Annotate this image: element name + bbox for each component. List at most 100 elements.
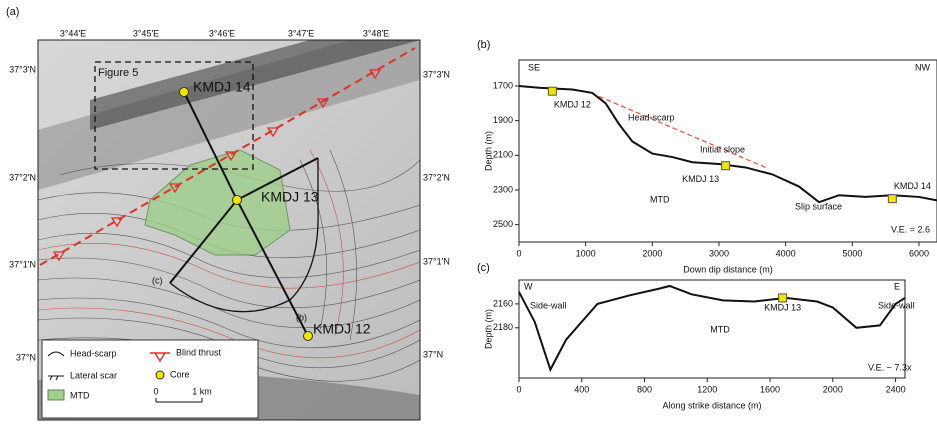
legend-mtd-sym bbox=[47, 389, 65, 401]
figure-box-label: Figure 5 bbox=[98, 67, 138, 79]
y-axis-label: Depth (m) bbox=[483, 309, 493, 349]
x-tick-label: 0 bbox=[516, 384, 521, 394]
x-tick-label: 2000 bbox=[642, 248, 662, 258]
core-marker bbox=[887, 194, 897, 204]
x-tick-label: 1600 bbox=[760, 384, 780, 394]
lat-label: 37°N bbox=[423, 349, 443, 359]
x-tick-label: 4000 bbox=[776, 248, 796, 258]
contours bbox=[38, 149, 420, 382]
head-scarp bbox=[169, 158, 319, 313]
legend-head-scarp-sym bbox=[47, 351, 65, 357]
lat-label: 37°3'N bbox=[9, 64, 36, 74]
lat-label: 37°2'N bbox=[423, 172, 450, 182]
y-tick-label: 2100 bbox=[493, 150, 513, 160]
legend-lateral-sym bbox=[48, 375, 64, 381]
core-label: KMDJ 13 bbox=[764, 302, 801, 312]
ridge bbox=[38, 40, 420, 190]
profile-label: (c) bbox=[152, 275, 163, 285]
core-label: KMDJ 12 bbox=[313, 321, 371, 337]
ridge-dark bbox=[90, 40, 420, 130]
seafloor-profile bbox=[518, 284, 906, 373]
annotation: NW bbox=[915, 62, 930, 72]
annotation: V.E. = 2.6 bbox=[891, 224, 930, 234]
annotation: Slip surface bbox=[795, 201, 842, 211]
y-tick-label: 2180 bbox=[493, 322, 513, 332]
map-frame bbox=[37, 39, 421, 421]
lon-label: 3°45'E bbox=[133, 28, 159, 38]
legend-core-sym bbox=[155, 370, 165, 380]
lat-label: 37°N bbox=[16, 352, 36, 362]
core-label: KMDJ 13 bbox=[682, 174, 719, 184]
y-tick-label: 2500 bbox=[493, 219, 513, 229]
x-axis-label: Down dip distance (m) bbox=[683, 264, 773, 274]
core-label: KMDJ 13 bbox=[261, 189, 319, 205]
core-label: KMDJ 14 bbox=[894, 181, 931, 191]
legend-thrust-sym bbox=[150, 352, 170, 363]
core-marker bbox=[721, 161, 731, 171]
core-marker bbox=[547, 86, 557, 96]
x-tick-label: 2000 bbox=[823, 384, 843, 394]
lat-label: 37°2'N bbox=[9, 172, 36, 182]
y-tick-label: 1700 bbox=[493, 80, 513, 90]
lat-label: 37°3'N bbox=[423, 69, 450, 79]
figure5-box bbox=[94, 61, 254, 170]
y-tick-label: 2300 bbox=[493, 184, 513, 194]
core-marker bbox=[232, 195, 242, 205]
x-tick-label: 400 bbox=[574, 384, 589, 394]
y-axis-label: Depth (m) bbox=[483, 131, 493, 171]
lon-label: 3°47'E bbox=[288, 28, 314, 38]
lon-label: 3°48'E bbox=[363, 28, 389, 38]
y-tick-label: 2160 bbox=[493, 298, 513, 308]
legend-label: Blind thrust bbox=[176, 347, 222, 357]
core-marker bbox=[778, 293, 788, 303]
annotation: MTD bbox=[710, 324, 730, 334]
legend-label: MTD bbox=[70, 390, 90, 400]
annotation: Initial slope bbox=[700, 144, 745, 154]
core-marker bbox=[179, 87, 189, 97]
scale-bar bbox=[155, 398, 203, 403]
profile-label: (b) bbox=[296, 312, 307, 322]
panel-label: (b) bbox=[477, 39, 490, 51]
annotation: Side-wall bbox=[530, 300, 567, 310]
lat-label: 37°1'N bbox=[9, 259, 36, 269]
panel-label: (c) bbox=[477, 262, 490, 274]
panel-label: (a) bbox=[6, 6, 19, 18]
x-tick-label: 3000 bbox=[709, 248, 729, 258]
core-label: KMDJ 12 bbox=[554, 100, 591, 110]
scale-label: 1 km bbox=[192, 386, 212, 396]
map bbox=[38, 40, 420, 420]
annotation: W bbox=[524, 281, 533, 291]
annotation: E bbox=[894, 281, 900, 291]
annotation: MTD bbox=[650, 194, 670, 204]
annotation: Side-wall bbox=[878, 300, 915, 310]
seafloor-profile bbox=[518, 85, 937, 204]
core-marker bbox=[303, 331, 313, 341]
x-tick-label: 1200 bbox=[697, 384, 717, 394]
legend-label: Lateral scar bbox=[70, 370, 117, 380]
annotation: Head-scarp bbox=[628, 112, 675, 122]
thrust-teeth bbox=[52, 69, 382, 262]
lon-label: 3°46'E bbox=[209, 28, 235, 38]
y-tick-label: 1900 bbox=[493, 115, 513, 125]
plot-frame bbox=[518, 279, 906, 379]
annotation: SE bbox=[528, 62, 540, 72]
x-tick-label: 0 bbox=[516, 248, 521, 258]
annotation: V.E. ~ 7.3x bbox=[868, 362, 912, 372]
x-tick-label: 6000 bbox=[909, 248, 929, 258]
x-tick-label: 5000 bbox=[842, 248, 862, 258]
x-tick-label: 2400 bbox=[886, 384, 906, 394]
x-tick-label: 1000 bbox=[576, 248, 596, 258]
legend-label: Core bbox=[170, 369, 190, 379]
x-tick-label: 800 bbox=[637, 384, 652, 394]
scale-label: 0 bbox=[153, 386, 158, 396]
plot-frame bbox=[518, 59, 937, 243]
lat-label: 37°1'N bbox=[423, 256, 450, 266]
lon-label: 3°44'E bbox=[60, 28, 86, 38]
initial-slope bbox=[598, 95, 766, 169]
x-axis-label: Along strike distance (m) bbox=[662, 400, 761, 410]
legend-label: Head-scarp bbox=[70, 348, 117, 358]
mtd-area bbox=[144, 149, 291, 256]
core-label: KMDJ 14 bbox=[193, 79, 251, 95]
